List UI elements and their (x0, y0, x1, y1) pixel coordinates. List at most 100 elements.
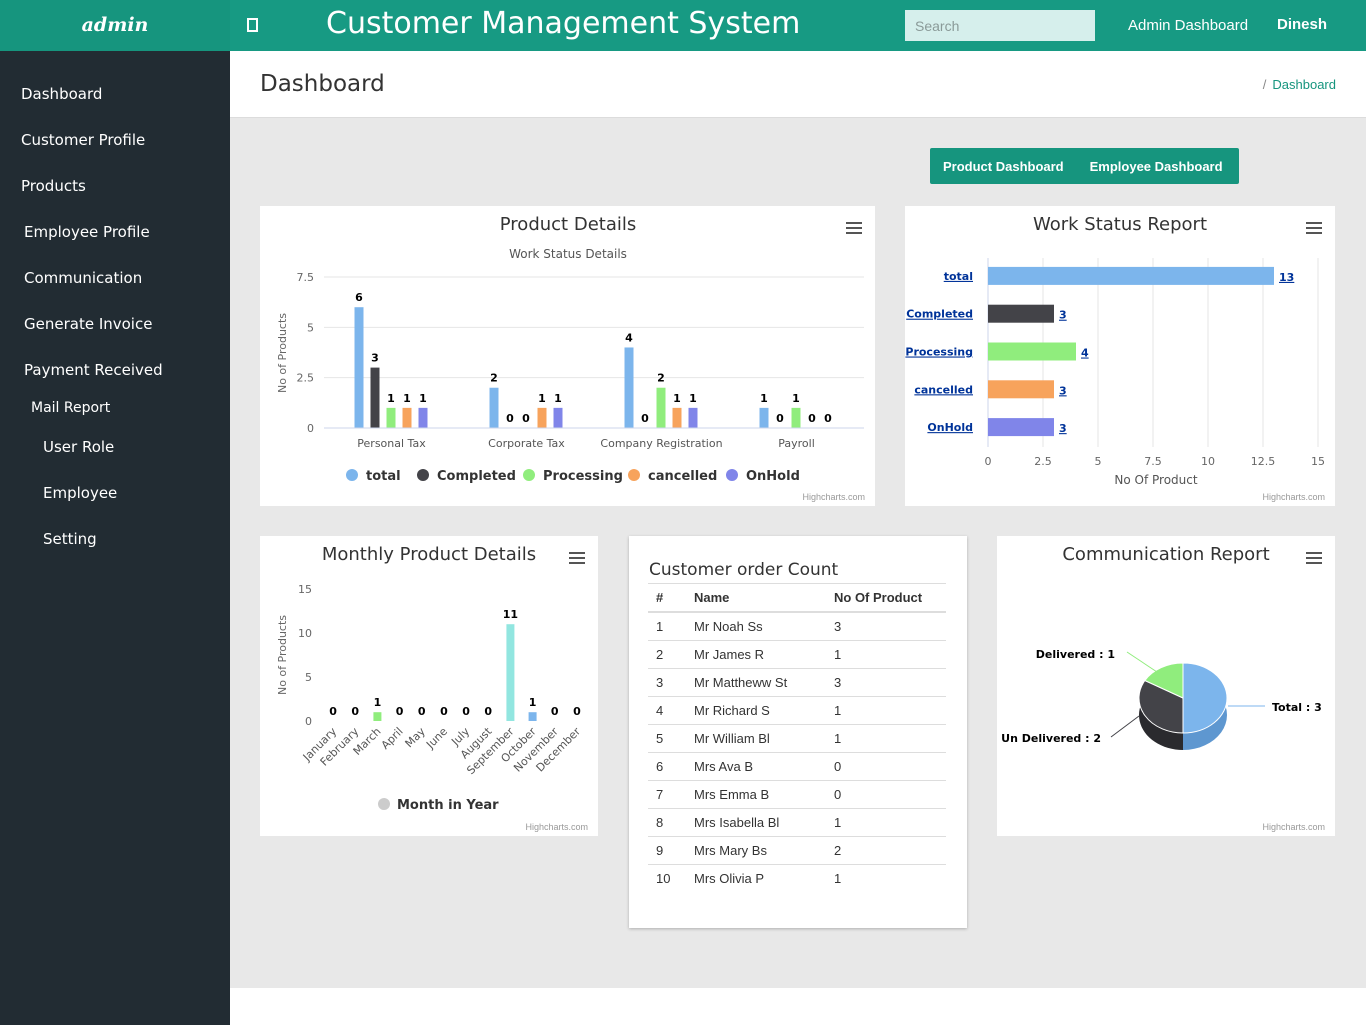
customer-name: Mrs Olivia P (686, 863, 826, 892)
product-dashboard-button[interactable]: Product Dashboard (930, 148, 1077, 184)
legend-item: Processing (543, 469, 623, 484)
table-row: 1 Mr Noah Ss 3 (648, 612, 946, 640)
sidebar-toggle-icon[interactable] (247, 18, 258, 32)
sidebar-item-generate-invoice[interactable]: Generate Invoice (24, 315, 153, 333)
row-index: 5 (648, 723, 686, 752)
product-count: 3 (826, 667, 946, 696)
data-label: 1 (419, 392, 427, 405)
sidebar-item-employee-profile[interactable]: Employee Profile (24, 223, 150, 241)
bar-cancelled (402, 407, 412, 428)
customer-name: Mrs Isabella Bl (686, 807, 826, 836)
admin-dashboard-link[interactable]: Admin Dashboard (1128, 17, 1249, 34)
data-label: 2 (657, 372, 665, 385)
sidebar-item-communication[interactable]: Communication (24, 269, 143, 287)
col-index: # (648, 583, 686, 613)
x-axis-label: No Of Product (1114, 473, 1197, 487)
data-label: 1 (673, 392, 681, 405)
legend-marker (346, 469, 358, 481)
col-name: Name (686, 583, 826, 613)
chart-menu-icon[interactable] (1306, 222, 1322, 234)
x-tick-label: 7.5 (1144, 455, 1162, 468)
brand-logo[interactable]: admin (0, 0, 230, 51)
communication-card: Communication Report Total : 3 Un Delivere… (997, 536, 1335, 836)
highcharts-credit[interactable]: Highcharts.com (1262, 492, 1325, 502)
data-label: 3 (1059, 422, 1067, 435)
data-label: 4 (1081, 347, 1089, 360)
work-status-card: Work Status Report 0 2.5 5 7.5 10 12.5 15 No Of … (905, 206, 1335, 506)
legend-item: total (366, 469, 401, 484)
sidebar-item-customer-profile[interactable]: Customer Profile (21, 131, 146, 149)
footer (230, 988, 1366, 1025)
y-tick-label: total (944, 270, 973, 283)
data-label: 1 (760, 392, 768, 405)
data-label: 1 (538, 392, 546, 405)
breadcrumb-separator: / (1262, 77, 1267, 92)
chart-menu-icon[interactable] (569, 552, 585, 564)
search-input[interactable] (905, 10, 1095, 41)
bar-total (354, 307, 364, 428)
chart-title: Work Status Report (1033, 214, 1207, 235)
data-label: 1 (374, 696, 382, 709)
y-tick-label: 10 (298, 627, 312, 640)
x-tick-label: May (403, 725, 429, 751)
pie-connector (1110, 715, 1140, 738)
breadcrumb: / Dashboard (1263, 77, 1336, 92)
row-index: 4 (648, 695, 686, 724)
table-row: 8 Mrs Isabella Bl 1 (648, 807, 946, 836)
customer-order-card: Customer order Count # Name No Of Produc… (629, 536, 967, 928)
monthly-product-card: Monthly Product Details 0 5 10 15 No of Produ… (260, 536, 598, 836)
customer-name: Mr Noah Ss (694, 618, 763, 634)
sidebar-item-setting[interactable]: Setting (43, 530, 97, 548)
data-label: 0 (808, 412, 816, 425)
breadcrumb-dashboard-link[interactable]: Dashboard (1272, 77, 1336, 92)
sidebar-item-dashboard[interactable]: Dashboard (21, 85, 103, 103)
chart-subtitle: Work Status Details (509, 247, 627, 261)
bar-total (624, 347, 634, 428)
bar-onhold (418, 407, 428, 428)
customer-order-table: # Name No Of Product 1 Mr Noah Ss 3 2 Mr Jam… (648, 583, 946, 892)
table-row: 9 Mrs Mary Bs 2 (648, 835, 946, 864)
sidebar-item-products[interactable]: Products (21, 177, 86, 195)
pie-side (1139, 680, 1183, 750)
sidebar-item-mail-report[interactable]: Mail Report (31, 400, 111, 416)
customer-name: Mrs Emma B (686, 779, 826, 808)
legend-item: Month in Year (397, 798, 499, 813)
product-count: 2 (826, 835, 946, 864)
data-label: 0 (462, 705, 470, 718)
user-menu[interactable]: Dinesh (1277, 16, 1328, 33)
bar-processing (988, 342, 1076, 361)
product-count: 3 (834, 618, 842, 634)
x-tick-label: 5 (1095, 455, 1102, 468)
data-label: 0 (329, 705, 337, 718)
highcharts-credit[interactable]: Highcharts.com (525, 822, 588, 832)
y-axis-label: No of Products (276, 313, 289, 393)
product-count: 1 (826, 807, 946, 836)
pie-slice (1138, 679, 1184, 734)
row-index: 1 (656, 618, 664, 634)
employee-dashboard-button[interactable]: Employee Dashboard (1077, 148, 1236, 184)
product-details-chart: Product Details Work Status Details 0 2.5 5 7… (276, 214, 864, 484)
bar-total (988, 266, 1274, 285)
row-index: 2 (648, 639, 686, 668)
highcharts-credit[interactable]: Highcharts.com (1262, 822, 1325, 832)
row-index: 10 (648, 863, 686, 892)
bar-cancelled (988, 380, 1054, 399)
bar-cancelled (672, 407, 682, 428)
sidebar-item-payment-received[interactable]: Payment Received (24, 361, 163, 379)
legend-marker (378, 798, 390, 810)
sidebar-item-user-role[interactable]: User Role (43, 438, 115, 456)
chart-menu-icon[interactable] (846, 222, 862, 234)
sidebar-item-employee[interactable]: Employee (43, 484, 118, 502)
x-tick-label: Payroll (778, 437, 815, 450)
y-tick-label: 5 (307, 321, 314, 334)
data-label: 1 (554, 392, 562, 405)
highcharts-credit[interactable]: Highcharts.com (802, 492, 865, 502)
x-tick-label: 15 (1311, 455, 1325, 468)
bar-processing (656, 387, 666, 428)
product-count: 0 (826, 751, 946, 780)
chart-menu-icon[interactable] (1306, 552, 1322, 564)
data-label: 1 (403, 392, 411, 405)
